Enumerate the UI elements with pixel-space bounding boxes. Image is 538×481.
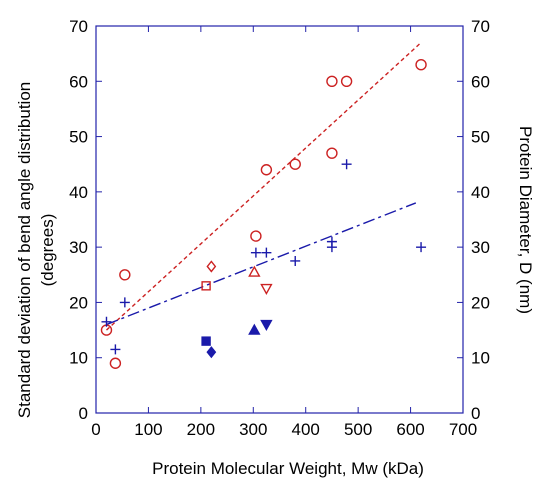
plus-point [290,255,301,266]
plus-point [326,242,337,253]
filled-diamond-point [206,346,217,359]
right-y-axis-label: Protein Diameter, D (nm) [516,126,535,314]
x-tick-label: 700 [449,420,477,439]
open-square-point [201,281,211,291]
x-tick-label: 400 [292,420,320,439]
filled-triangle-down-point [260,319,273,331]
right-y-tick-label: 40 [471,183,490,202]
open-diamond-point [206,260,217,273]
plus-point [341,159,352,170]
left-y-axis-label-line-2: (degrees) [38,214,57,287]
open-circle-point [250,230,262,242]
open-circle-point [109,357,122,369]
left-y-tick-label: 20 [69,293,88,312]
open-triangle-down-point [260,283,273,296]
left-y-tick-label: 10 [69,349,88,368]
left-y-tick-label: 40 [69,183,88,202]
open-circle-point [340,75,353,87]
data-points-group [100,58,427,369]
open-circle-point [326,75,338,87]
right-y-tick-label: 0 [471,404,480,423]
plus-point [416,242,427,253]
right-y-tick-label: 20 [471,293,490,312]
axes-group [95,25,464,414]
filled-triangle-up-point [248,323,261,335]
plus-point [250,247,261,258]
left-y-tick-label: 70 [69,17,88,36]
axis-labels-group: Protein Molecular Weight, Mw (kDa) Stand… [15,82,535,478]
open-circle-point [260,164,273,176]
red-fit-line [106,42,422,331]
x-tick-label: 300 [239,420,267,439]
x-tick-label: 500 [344,420,372,439]
left-y-tick-label: 30 [69,238,88,257]
open-circle-point [119,269,131,281]
right-y-tick-label: 10 [471,349,490,368]
right-y-tick-label: 30 [471,238,490,257]
open-circle-point [415,58,427,71]
open-circle-point [326,147,338,159]
ticks-group: 0 100 200 300 400 500 600 700010203040506070010… [69,17,490,439]
x-tick-label: 200 [187,420,215,439]
x-tick-label: 100 [134,420,162,439]
open-circle-point [289,158,301,170]
blue-fit-line [106,202,417,326]
left-y-tick-label: 50 [69,128,88,147]
x-tick-label: 0 [91,420,100,439]
left-y-tick-label: 0 [79,404,88,423]
left-y-tick-label: 60 [69,72,88,91]
plus-point [261,247,272,258]
plot-frame [95,25,464,414]
plus-point [110,344,121,355]
right-y-tick-label: 70 [471,17,490,36]
plus-point [101,316,112,327]
right-y-tick-label: 50 [471,128,490,147]
open-triangle-up-point [248,265,261,277]
x-tick-label: 600 [396,420,424,439]
filled-square-point [201,336,211,346]
right-y-tick-label: 60 [471,72,490,91]
x-axis-label: Protein Molecular Weight, Mw (kDa) [152,459,424,478]
fit-lines-group [106,42,422,331]
left-y-axis-label-line-1: Standard deviation of bend angle distrib… [15,82,34,418]
plus-point [119,297,130,308]
